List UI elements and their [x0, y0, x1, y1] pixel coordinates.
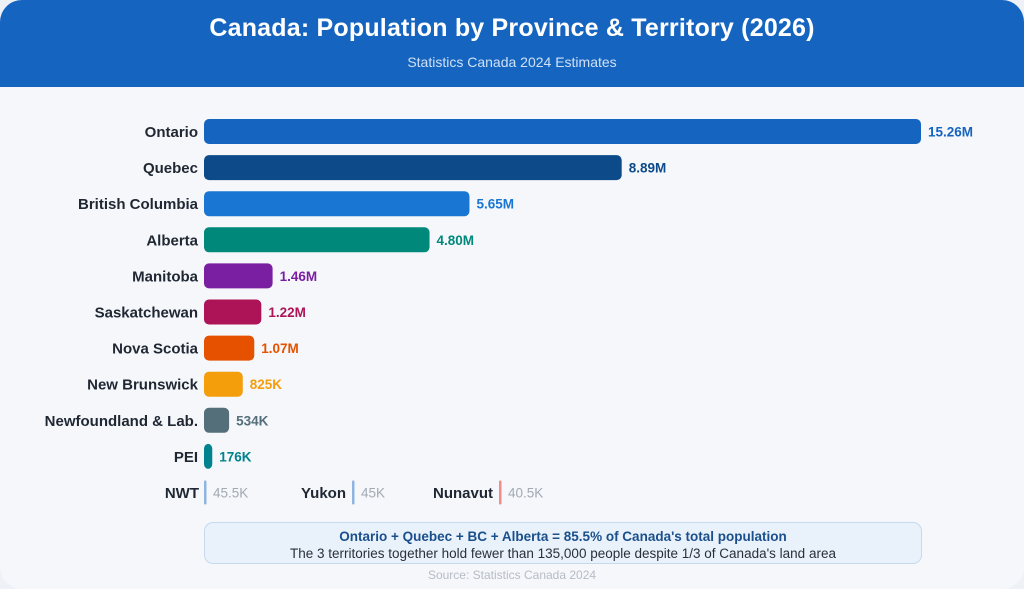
- value-label-new-brunswick: 825K: [250, 377, 283, 392]
- value-label-newfoundland-lab: 534K: [236, 413, 269, 428]
- territory-value-yukon: 45K: [361, 486, 385, 501]
- value-label-british-columbia: 5.65M: [476, 197, 514, 212]
- bar-saskatchewan: [204, 299, 262, 325]
- category-label-quebec: Quebec: [143, 160, 198, 177]
- value-label-nova-scotia: 1.07M: [261, 341, 299, 356]
- value-label-ontario: 15.26M: [928, 125, 973, 140]
- bar-pei: [204, 443, 213, 469]
- territory-label-nwt: NWT: [165, 485, 199, 502]
- category-label-nova-scotia: Nova Scotia: [112, 341, 199, 358]
- territory-bar-yukon: [352, 480, 355, 505]
- bar-newfoundland-lab: [204, 407, 230, 433]
- category-label-pei: PEI: [174, 449, 198, 466]
- chart-title: Canada: Population by Province & Territo…: [209, 14, 815, 42]
- bar-british-columbia: [204, 191, 470, 217]
- bar-nova-scotia: [204, 335, 255, 361]
- chart-subtitle: Statistics Canada 2024 Estimates: [407, 54, 617, 70]
- category-label-new-brunswick: New Brunswick: [87, 377, 199, 394]
- insight-main-text: Ontario + Quebec + BC + Alberta = 85.5% …: [339, 529, 787, 544]
- category-label-alberta: Alberta: [146, 232, 198, 249]
- bar-new-brunswick: [204, 371, 243, 397]
- value-label-pei: 176K: [219, 449, 252, 464]
- value-label-alberta: 4.80M: [437, 233, 475, 248]
- source-note: Source: Statistics Canada 2024: [427, 568, 597, 582]
- category-label-british-columbia: British Columbia: [78, 196, 199, 213]
- category-label-ontario: Ontario: [145, 124, 198, 141]
- chart-header: Canada: Population by Province & Territo…: [0, 0, 1024, 87]
- bar-ontario: [204, 119, 921, 144]
- category-label-manitoba: Manitoba: [132, 268, 198, 285]
- insight-callout: Ontario + Quebec + BC + Alberta = 85.5% …: [204, 522, 922, 564]
- value-label-manitoba: 1.46M: [280, 269, 318, 284]
- territory-bar-nwt: [204, 480, 207, 505]
- insight-sub-text: The 3 territories together hold fewer th…: [290, 546, 836, 561]
- value-label-quebec: 8.89M: [629, 161, 667, 176]
- territory-value-nunavut: 40.5K: [508, 486, 543, 501]
- territory-label-yukon: Yukon: [301, 485, 346, 502]
- category-label-saskatchewan: Saskatchewan: [95, 305, 198, 322]
- bar-quebec: [204, 155, 622, 181]
- bar-manitoba: [204, 263, 273, 289]
- territory-value-nwt: 45.5K: [213, 486, 248, 501]
- bar-alberta: [204, 227, 430, 253]
- territory-bar-nunavut: [499, 480, 502, 505]
- value-label-saskatchewan: 1.22M: [268, 305, 306, 320]
- category-label-newfoundland-lab: Newfoundland & Lab.: [45, 413, 198, 430]
- territory-label-nunavut: Nunavut: [433, 485, 493, 502]
